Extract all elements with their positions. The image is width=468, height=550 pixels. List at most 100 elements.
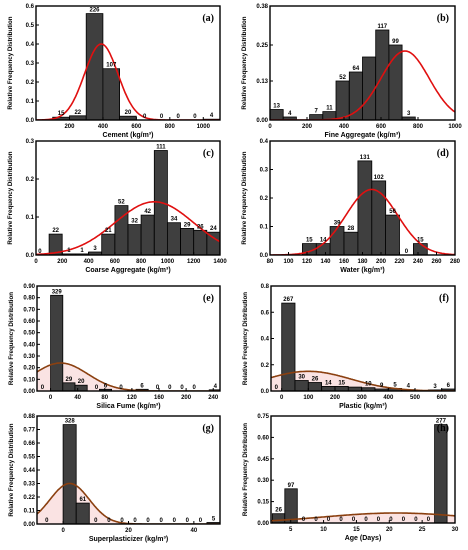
- data-label: 0: [352, 517, 356, 523]
- x-tick-label: 240: [413, 259, 424, 265]
- data-label: 0: [414, 517, 418, 523]
- data-label: 107: [106, 63, 117, 69]
- data-label: 0: [177, 114, 181, 120]
- data-label: 111: [156, 145, 166, 151]
- y-tick-label: 0.1: [26, 215, 35, 221]
- curve-fill: [37, 363, 220, 391]
- y-tick-label: 0.0: [26, 118, 35, 124]
- x-tick-label: 1000: [197, 124, 211, 130]
- bar: [385, 214, 400, 255]
- x-tick-label: 25: [419, 527, 426, 533]
- bar: [357, 160, 373, 255]
- data-label: 1: [67, 248, 71, 254]
- x-axis-label: Silica Fume (kg/m³): [96, 403, 160, 410]
- panel-4: 15 14 39 28 131 102 56 0 15 80 100 120 140 160 180 200 2…: [241, 139, 461, 274]
- data-label: 0: [339, 517, 343, 523]
- y-tick-label: 0.20: [23, 366, 35, 372]
- x-tick-label: 180: [357, 259, 368, 265]
- data-label: 0: [160, 114, 164, 120]
- bar: [101, 233, 116, 255]
- data-label: 3: [433, 384, 437, 390]
- bar: [62, 424, 77, 524]
- y-axis-label: Relative Frequency Distribution: [8, 292, 15, 385]
- y-tick-label: 0.00: [257, 521, 269, 527]
- y-tick-label: 0.55: [23, 455, 35, 461]
- plot-area: [270, 29, 455, 120]
- data-label: 7: [315, 109, 319, 115]
- y-tick-label: 0.5: [26, 23, 35, 29]
- data-label: 0: [41, 385, 45, 391]
- data-label: 5: [393, 382, 397, 388]
- y-axis-label: Relative Frequency Distribution: [242, 292, 249, 385]
- bar: [335, 80, 350, 120]
- y-tick-label: 0.4: [261, 337, 270, 343]
- y-tick-label: 0.25: [256, 43, 268, 49]
- bar: [99, 388, 113, 391]
- data-label: 56: [389, 209, 396, 215]
- data-label: 0: [120, 518, 124, 524]
- data-label: 3: [407, 111, 411, 117]
- bar: [127, 224, 142, 255]
- y-tick-label: 0.60: [257, 435, 269, 441]
- data-label: 0: [143, 114, 147, 120]
- plot-frame: [270, 415, 456, 524]
- panel-8: 26 97 0 0 0 0 0 0 0 0 0 0 0 277 5 10 15 20 25 30 0.00 0.15 0.3…: [242, 414, 459, 542]
- y-tick-label: 0.6: [26, 4, 35, 10]
- data-label: 4: [214, 384, 218, 390]
- distribution-curve: [270, 50, 455, 120]
- data-label: 0: [193, 385, 197, 391]
- x-tick-label: 400: [383, 395, 394, 401]
- y-tick-label: 0.8: [261, 284, 270, 290]
- y-tick-label: 0.13: [256, 79, 268, 85]
- x-axis-label: Coarse Aggregate (kg/m³): [85, 267, 170, 274]
- x-tick-label: 5: [289, 527, 293, 533]
- y-tick-label: 0.33: [23, 482, 35, 488]
- y-tick-label: 0.30: [23, 354, 35, 360]
- bar: [180, 227, 195, 255]
- bar: [315, 243, 331, 255]
- data-label: 329: [52, 289, 63, 295]
- y-tick-label: 0.15: [257, 500, 269, 506]
- bar: [50, 294, 64, 391]
- bar: [329, 226, 345, 255]
- distribution-curve: [36, 43, 220, 120]
- panel-label: (f): [439, 293, 449, 304]
- data-label: 0: [156, 385, 160, 391]
- x-tick-label: 800: [413, 124, 424, 130]
- x-tick-label: 260: [431, 259, 442, 265]
- data-label: 42: [144, 209, 151, 215]
- bar: [166, 222, 181, 255]
- y-axis-label: Relative Frequency Distribution: [8, 423, 15, 516]
- y-tick-label: 0.3: [26, 139, 35, 145]
- y-tick-label: 0.30: [257, 478, 269, 484]
- bar: [294, 380, 309, 391]
- x-tick-label: 40: [191, 528, 198, 534]
- y-tick-label: 0.2: [26, 80, 35, 86]
- plot-area: [270, 160, 455, 255]
- y-tick-label: 0.0: [261, 389, 270, 395]
- bar: [434, 424, 448, 523]
- y-tick-label: 0.6: [261, 310, 270, 316]
- bar: [193, 229, 208, 255]
- data-label: 26: [197, 224, 204, 230]
- x-tick-label: 120: [127, 395, 138, 401]
- data-label: 28: [348, 226, 355, 232]
- x-tick-label: 30: [452, 527, 459, 533]
- x-tick-label: 600: [110, 259, 121, 265]
- y-tick-label: 0.2: [26, 177, 35, 183]
- y-tick-label: 0.3: [26, 61, 35, 67]
- data-label: 29: [184, 222, 191, 228]
- panel-label: (g): [202, 423, 214, 434]
- panel-label: (d): [437, 148, 449, 159]
- plot-area: [36, 13, 220, 120]
- x-tick-label: 200: [302, 124, 313, 130]
- data-label: 0: [402, 517, 406, 523]
- x-tick-label: 400: [98, 124, 109, 130]
- data-label: 117: [377, 24, 387, 30]
- x-tick-label: 1400: [213, 259, 227, 265]
- data-label: 0: [95, 385, 99, 391]
- data-label: 0: [275, 385, 279, 391]
